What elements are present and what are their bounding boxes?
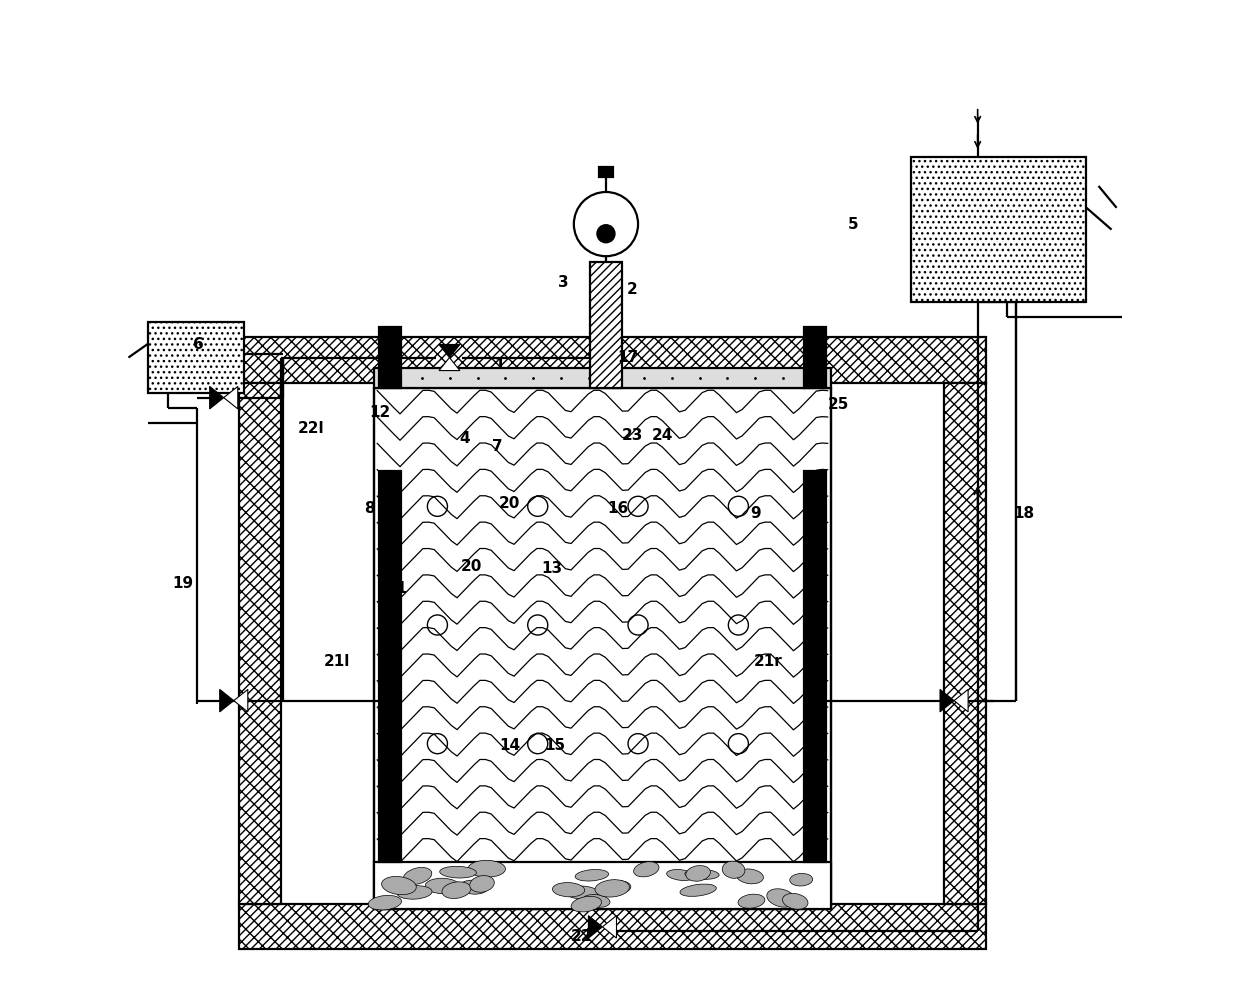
Text: 17: 17 (618, 350, 639, 365)
Bar (239, 382, 281, 904)
Ellipse shape (684, 869, 719, 879)
Ellipse shape (572, 896, 601, 911)
Text: 4: 4 (459, 432, 470, 447)
Text: 5: 5 (847, 216, 858, 231)
Bar (590, 263, 622, 387)
Bar (239, 337, 986, 382)
Ellipse shape (368, 895, 402, 910)
Text: 25: 25 (828, 397, 849, 412)
Polygon shape (223, 386, 238, 408)
Ellipse shape (790, 873, 812, 886)
Text: 6: 6 (193, 337, 205, 352)
Ellipse shape (565, 886, 598, 899)
Text: 20: 20 (498, 496, 521, 510)
Polygon shape (603, 915, 616, 939)
Text: 11: 11 (387, 580, 408, 596)
Text: 9: 9 (750, 506, 761, 520)
Ellipse shape (680, 884, 717, 896)
Bar (239, 904, 986, 950)
Polygon shape (234, 689, 248, 712)
Ellipse shape (722, 861, 745, 878)
Ellipse shape (766, 888, 796, 907)
Text: 3: 3 (558, 275, 568, 290)
Polygon shape (954, 689, 968, 712)
Text: 21r: 21r (754, 654, 782, 669)
Ellipse shape (397, 885, 432, 899)
Ellipse shape (425, 878, 459, 893)
Ellipse shape (470, 875, 495, 892)
Text: 24: 24 (651, 429, 673, 444)
Ellipse shape (782, 893, 808, 909)
Bar (374, 387, 831, 909)
Ellipse shape (553, 882, 585, 896)
Text: 8: 8 (363, 501, 374, 515)
Text: 12: 12 (370, 405, 391, 421)
Polygon shape (219, 689, 234, 712)
Polygon shape (439, 357, 460, 370)
Bar (599, 167, 613, 177)
Text: 1: 1 (495, 357, 505, 372)
Ellipse shape (441, 882, 471, 898)
Bar (149, 322, 244, 392)
Ellipse shape (403, 867, 432, 884)
Bar (911, 157, 1086, 303)
Bar (379, 327, 402, 387)
Text: 20: 20 (461, 558, 482, 573)
Text: 2: 2 (626, 282, 637, 297)
Ellipse shape (686, 865, 711, 881)
Text: 14: 14 (498, 738, 521, 753)
Text: 16: 16 (608, 501, 629, 515)
Ellipse shape (608, 880, 631, 893)
Bar (374, 367, 831, 387)
Text: 19: 19 (172, 575, 193, 591)
Ellipse shape (469, 860, 506, 877)
Bar (804, 471, 826, 862)
Bar (374, 862, 831, 909)
Ellipse shape (575, 869, 609, 881)
Circle shape (596, 224, 615, 242)
Text: 23: 23 (621, 429, 642, 444)
Text: 10: 10 (377, 714, 398, 729)
Ellipse shape (737, 869, 764, 884)
Polygon shape (589, 915, 603, 939)
Text: 15: 15 (544, 738, 565, 753)
Bar (804, 327, 826, 387)
Text: 18: 18 (1014, 506, 1035, 520)
Ellipse shape (634, 862, 658, 877)
Text: 21l: 21l (324, 654, 350, 669)
Ellipse shape (440, 866, 476, 878)
Polygon shape (439, 344, 460, 357)
Text: 22: 22 (572, 929, 593, 944)
Bar (377, 387, 827, 862)
Polygon shape (210, 386, 223, 408)
Ellipse shape (595, 879, 630, 897)
Text: 7: 7 (492, 440, 503, 455)
Ellipse shape (460, 880, 487, 894)
Text: 13: 13 (541, 560, 563, 575)
Bar (944, 382, 986, 904)
Bar (379, 471, 402, 862)
Ellipse shape (583, 894, 610, 907)
Polygon shape (940, 689, 954, 712)
Text: 22l: 22l (298, 422, 325, 437)
Ellipse shape (667, 869, 694, 880)
Ellipse shape (738, 894, 765, 908)
Ellipse shape (382, 876, 417, 894)
